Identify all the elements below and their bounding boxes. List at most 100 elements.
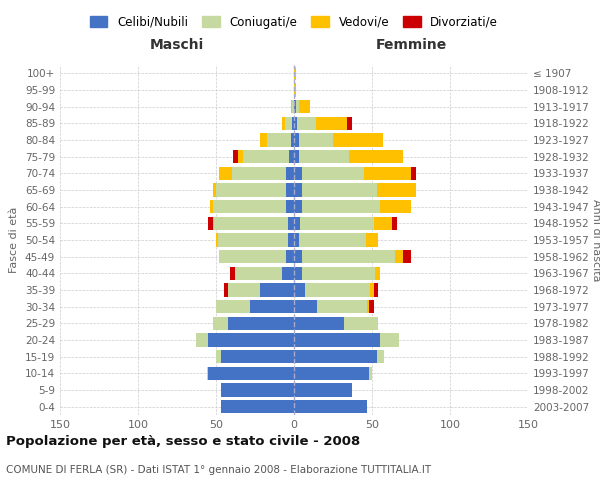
Bar [218,234,288,246]
Bar [281,116,284,130]
Bar [374,284,378,296]
Text: Femmine: Femmine [376,38,446,52]
Bar [221,384,294,396]
Bar [294,400,367,413]
Bar [344,316,378,330]
Bar [233,150,238,164]
Bar [294,316,344,330]
Bar [302,184,377,196]
Bar [294,184,302,196]
Bar [213,200,286,213]
Y-axis label: Fasce di età: Fasce di età [10,207,19,273]
Bar [286,166,294,180]
Bar [364,166,411,180]
Bar [294,250,302,264]
Bar [369,366,372,380]
Bar [260,284,294,296]
Bar [347,116,352,130]
Bar [294,334,380,346]
Bar [216,300,250,314]
Bar [235,266,281,280]
Bar [250,300,294,314]
Bar [216,350,221,364]
Bar [299,134,333,146]
Bar [380,200,411,213]
Text: Maschi: Maschi [150,38,204,52]
Bar [374,216,392,230]
Bar [366,234,378,246]
Bar [377,184,416,196]
Bar [349,150,403,164]
Bar [333,134,383,146]
Bar [292,116,294,130]
Bar [294,84,296,96]
Bar [294,266,302,280]
Bar [213,316,229,330]
Bar [403,250,411,264]
Bar [268,134,291,146]
Bar [216,184,286,196]
Bar [229,316,294,330]
Bar [294,366,369,380]
Bar [375,266,380,280]
Bar [294,150,299,164]
Bar [411,166,416,180]
Bar [296,100,299,114]
Bar [305,284,370,296]
Bar [294,350,377,364]
Bar [214,216,288,230]
Bar [288,234,294,246]
Bar [213,216,214,230]
Bar [291,100,292,114]
Bar [294,66,296,80]
Bar [281,266,294,280]
Bar [369,300,374,314]
Bar [300,216,374,230]
Bar [294,284,305,296]
Bar [213,184,216,196]
Bar [208,216,213,230]
Bar [299,100,310,114]
Bar [380,334,398,346]
Bar [299,150,349,164]
Bar [210,200,213,213]
Bar [302,200,380,213]
Bar [206,366,208,380]
Bar [216,234,218,246]
Bar [196,334,208,346]
Bar [316,116,347,130]
Bar [294,166,302,180]
Bar [229,284,260,296]
Text: Popolazione per età, sesso e stato civile - 2008: Popolazione per età, sesso e stato civil… [6,435,360,448]
Bar [294,200,302,213]
Bar [294,134,299,146]
Bar [294,116,297,130]
Bar [294,234,299,246]
Legend: Celibi/Nubili, Coniugati/e, Vedovi/e, Divorziati/e: Celibi/Nubili, Coniugati/e, Vedovi/e, Di… [85,11,503,34]
Bar [238,150,242,164]
Bar [294,100,296,114]
Bar [370,284,374,296]
Y-axis label: Anni di nascita: Anni di nascita [591,198,600,281]
Bar [302,166,364,180]
Bar [286,184,294,196]
Bar [208,334,294,346]
Bar [232,166,286,180]
Bar [221,400,294,413]
Bar [221,350,294,364]
Bar [230,266,235,280]
Bar [286,250,294,264]
Bar [286,200,294,213]
Bar [219,166,232,180]
Bar [224,284,229,296]
Bar [302,250,395,264]
Bar [392,216,397,230]
Bar [292,100,294,114]
Bar [242,150,289,164]
Bar [395,250,403,264]
Text: COMUNE DI FERLA (SR) - Dati ISTAT 1° gennaio 2008 - Elaborazione TUTTITALIA.IT: COMUNE DI FERLA (SR) - Dati ISTAT 1° gen… [6,465,431,475]
Bar [289,150,294,164]
Bar [284,116,292,130]
Bar [294,300,317,314]
Bar [377,350,385,364]
